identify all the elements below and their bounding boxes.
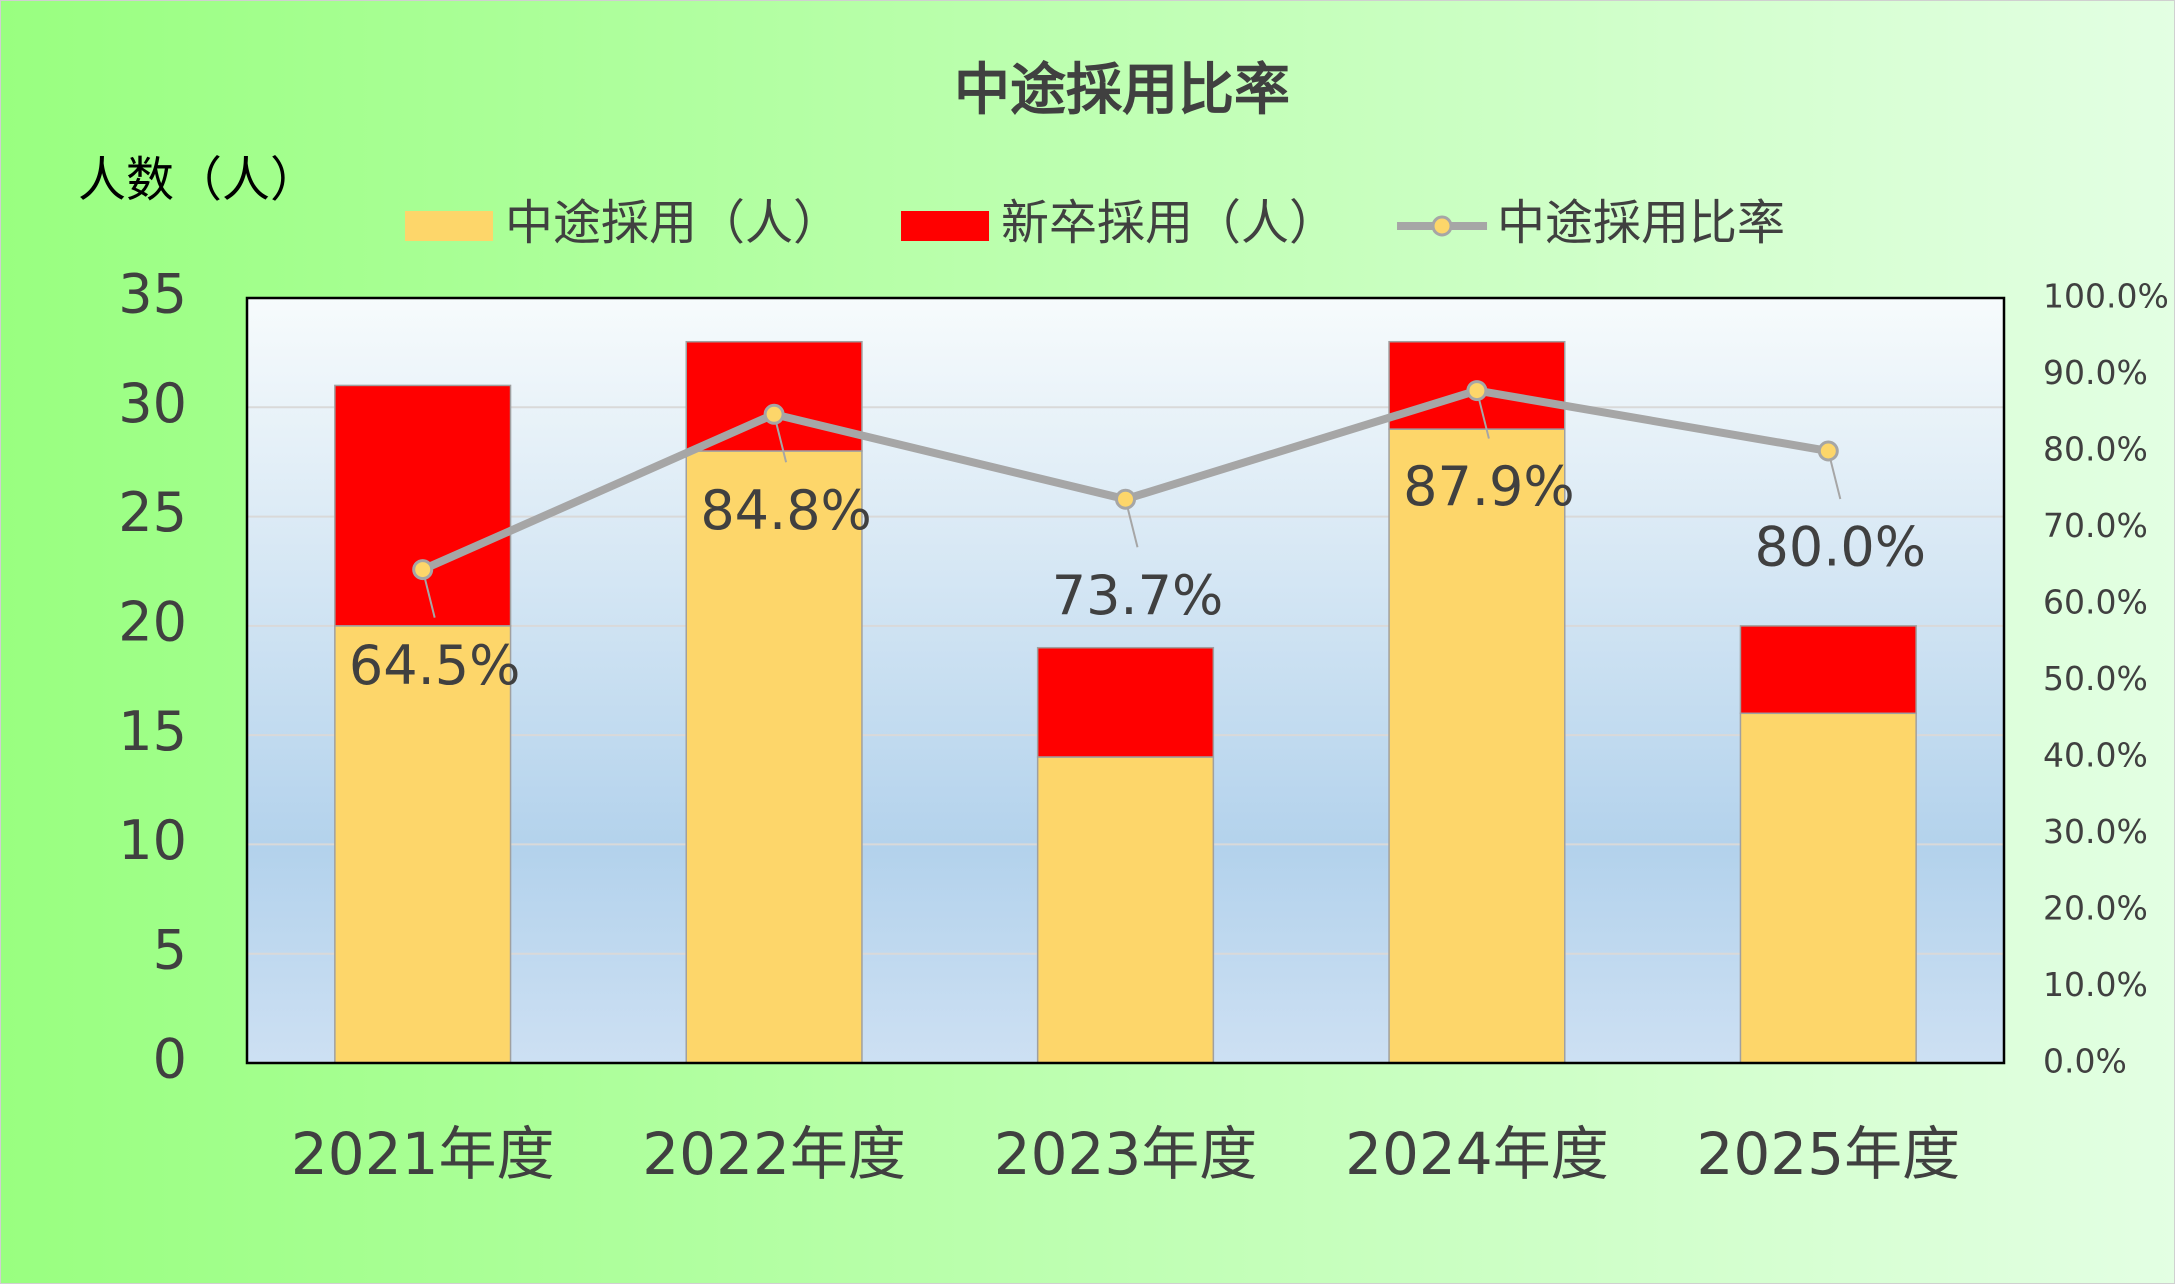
y-tick-label: 35 xyxy=(118,263,187,326)
marker xyxy=(1466,380,1488,402)
data-label: 80.0% xyxy=(1755,516,1927,579)
bar xyxy=(685,340,863,452)
bar xyxy=(334,625,512,1064)
marker xyxy=(412,559,434,581)
legend-marker xyxy=(1431,215,1453,237)
bar xyxy=(1739,712,1917,1064)
bar xyxy=(1739,625,1917,715)
y2-tick-label: 10.0% xyxy=(2043,965,2148,1004)
bar xyxy=(1388,428,1566,1064)
data-label: 84.8% xyxy=(700,479,872,542)
y2-tick-label: 50.0% xyxy=(2043,659,2148,698)
y-tick-label: 15 xyxy=(118,700,187,763)
x-tick-label: 2023年度 xyxy=(994,1120,1258,1188)
plot-frame xyxy=(245,296,2006,1065)
x-tick-label: 2025年度 xyxy=(1696,1120,1960,1188)
y2-tick-label: 20.0% xyxy=(2043,889,2148,928)
y2-tick-label: 80.0% xyxy=(2043,430,2148,469)
marker xyxy=(763,403,785,425)
y2-tick-label: 60.0% xyxy=(2043,583,2148,622)
bar xyxy=(1036,756,1215,1064)
chart-title: 中途採用比率 xyxy=(954,58,1290,123)
bar xyxy=(685,450,863,1064)
legend-swatch xyxy=(901,211,990,241)
bar xyxy=(1036,646,1215,758)
y-tick-label: 25 xyxy=(118,481,187,544)
bar xyxy=(334,384,512,627)
y2-tick-label: 90.0% xyxy=(2043,353,2148,392)
x-tick-label: 2021年度 xyxy=(291,1120,555,1188)
y2-tick-label: 40.0% xyxy=(2043,736,2148,775)
marker xyxy=(1115,488,1136,510)
y-tick-label: 20 xyxy=(118,590,187,653)
y2-tick-label: 100.0% xyxy=(2043,277,2169,316)
data-label: 87.9% xyxy=(1403,455,1575,518)
y2-tick-label: 70.0% xyxy=(2043,506,2148,545)
y-axis-title: 人数（人） xyxy=(78,152,318,208)
legend-label: 新卒採用（人） xyxy=(1001,195,1337,251)
legend-label: 中途採用（人） xyxy=(505,195,841,251)
marker xyxy=(1817,440,1839,462)
data-label: 73.7% xyxy=(1052,564,1224,627)
y2-tick-label: 0.0% xyxy=(2043,1042,2127,1081)
y2-tick-label: 30.0% xyxy=(2043,812,2148,851)
legend-swatch xyxy=(405,211,493,241)
x-tick-label: 2022年度 xyxy=(642,1120,906,1188)
legend-label: 中途採用比率 xyxy=(1497,195,1785,251)
y-tick-label: 30 xyxy=(118,372,187,435)
x-tick-label: 2024年度 xyxy=(1345,1120,1609,1188)
y-tick-label: 0 xyxy=(153,1028,187,1091)
y-tick-label: 5 xyxy=(153,918,187,981)
y-tick-label: 10 xyxy=(118,809,187,872)
data-label: 64.5% xyxy=(349,634,521,697)
